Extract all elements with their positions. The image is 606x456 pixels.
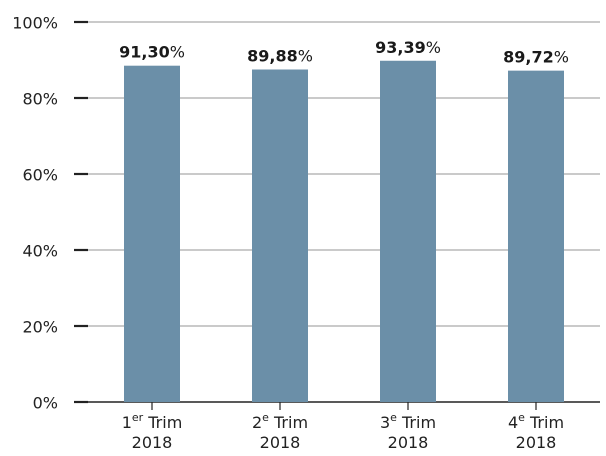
data-label: 89,72% [503,48,569,67]
data-label: 89,88% [247,47,313,66]
x-tick-label: 3e Trim [380,411,436,432]
x-tick-year: 2018 [388,433,429,452]
x-tick-label: 4e Trim [508,411,564,432]
x-tick-year: 2018 [132,433,173,452]
x-tick-label: 2e Trim [252,411,308,432]
y-tick-label: 20% [22,318,58,337]
bars [124,60,564,402]
x-tick-label: 1er Trim [122,411,183,432]
data-label: 93,39% [375,38,441,57]
y-tick-label: 100% [12,14,58,33]
y-tick-label: 0% [33,394,58,413]
bar [380,60,436,402]
data-label: 91,30% [119,43,185,62]
x-tick-year: 2018 [516,433,557,452]
x-tick-year: 2018 [260,433,301,452]
bar [252,69,308,402]
bar [508,70,564,402]
bar [124,65,180,402]
data-labels: 91,30% 89,88% 93,39% 89,72% [119,38,569,67]
y-tick-label: 40% [22,242,58,261]
y-tick-label: 80% [22,90,58,109]
y-tick-label: 60% [22,166,58,185]
